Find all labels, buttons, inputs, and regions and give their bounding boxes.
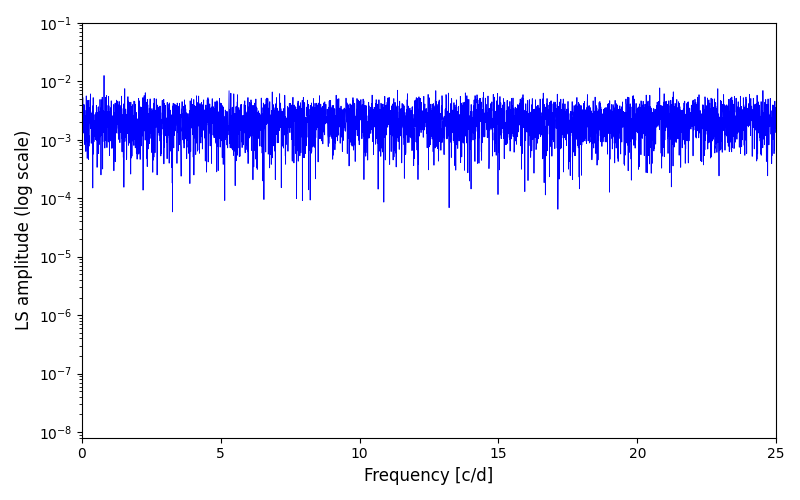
Y-axis label: LS amplitude (log scale): LS amplitude (log scale): [15, 130, 33, 330]
X-axis label: Frequency [c/d]: Frequency [c/d]: [364, 467, 494, 485]
